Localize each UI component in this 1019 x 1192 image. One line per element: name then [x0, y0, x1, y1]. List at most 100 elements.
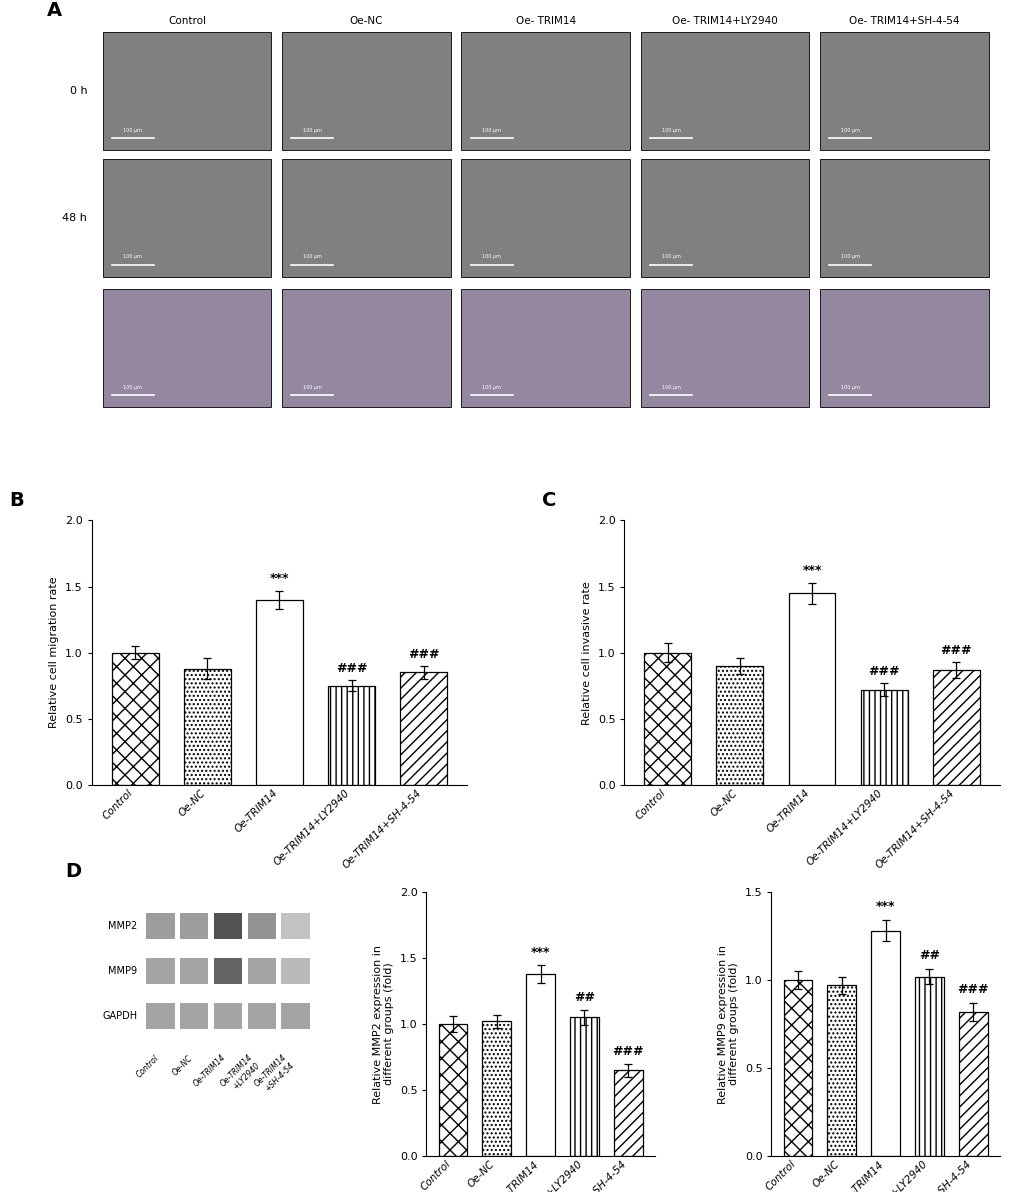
Text: ***: ***: [802, 564, 821, 577]
Bar: [183, 669, 230, 784]
Bar: [328, 685, 375, 784]
Text: 0 h: 0 h: [69, 86, 88, 97]
Bar: [860, 690, 907, 784]
Text: 100 μm: 100 μm: [303, 128, 321, 132]
Text: ##: ##: [574, 992, 594, 1004]
Text: ###: ###: [940, 644, 971, 657]
Y-axis label: Relative cell migration rate: Relative cell migration rate: [49, 577, 59, 728]
Text: 100 μm: 100 μm: [123, 254, 142, 259]
Bar: [146, 913, 174, 939]
Bar: [103, 32, 271, 150]
Text: 100 μm: 100 μm: [661, 128, 680, 132]
Bar: [932, 670, 979, 784]
Bar: [179, 913, 208, 939]
Y-axis label: Relative cell invasive rate: Relative cell invasive rate: [582, 581, 592, 725]
Bar: [461, 290, 630, 408]
Bar: [214, 913, 242, 939]
Bar: [111, 653, 158, 784]
Text: 100 μm: 100 μm: [123, 128, 142, 132]
Bar: [438, 1024, 467, 1156]
Bar: [214, 1002, 242, 1030]
Bar: [103, 159, 271, 277]
Bar: [914, 976, 943, 1156]
Text: Oe- TRIM14: Oe- TRIM14: [516, 17, 575, 26]
Bar: [248, 1002, 275, 1030]
Text: Oe- TRIM14+LY2940: Oe- TRIM14+LY2940: [672, 17, 777, 26]
Text: MMP2: MMP2: [108, 921, 138, 931]
Text: 100 μm: 100 μm: [482, 254, 500, 259]
Text: Oe-TRIM14: Oe-TRIM14: [192, 1054, 227, 1088]
Text: D: D: [65, 862, 82, 881]
Bar: [461, 32, 630, 150]
Bar: [282, 159, 450, 277]
Bar: [788, 594, 835, 784]
Text: 100 μm: 100 μm: [840, 128, 859, 132]
Text: 100 μm: 100 μm: [303, 254, 321, 259]
Text: 48 h: 48 h: [62, 212, 88, 223]
Bar: [179, 1002, 208, 1030]
Bar: [783, 980, 811, 1156]
Text: 100 μm: 100 μm: [661, 385, 680, 390]
Y-axis label: Relative MMP9 expression in
different groups (fold): Relative MMP9 expression in different gr…: [717, 944, 739, 1104]
Bar: [640, 32, 808, 150]
Bar: [146, 1002, 174, 1030]
Bar: [570, 1018, 598, 1156]
Text: Oe- TRIM14+SH-4-54: Oe- TRIM14+SH-4-54: [849, 17, 959, 26]
Bar: [248, 913, 275, 939]
Bar: [256, 600, 303, 784]
Bar: [248, 958, 275, 985]
Bar: [482, 1022, 511, 1156]
Bar: [819, 290, 987, 408]
Bar: [281, 913, 310, 939]
Text: 100 μm: 100 μm: [123, 385, 142, 390]
Text: Oe-NC: Oe-NC: [350, 17, 383, 26]
Text: ***: ***: [875, 900, 895, 913]
Bar: [640, 159, 808, 277]
Text: 100 μm: 100 μm: [661, 254, 680, 259]
Text: ###: ###: [867, 665, 899, 678]
Bar: [146, 958, 174, 985]
Text: ***: ***: [530, 946, 549, 960]
Bar: [282, 32, 450, 150]
Text: ***: ***: [269, 572, 288, 585]
Bar: [819, 32, 987, 150]
Text: Oe-NC: Oe-NC: [170, 1054, 194, 1076]
Bar: [281, 1002, 310, 1030]
Bar: [613, 1070, 642, 1156]
Text: Control: Control: [168, 17, 206, 26]
Bar: [715, 666, 762, 784]
Bar: [399, 672, 446, 784]
Bar: [644, 653, 691, 784]
Text: GAPDH: GAPDH: [102, 1011, 138, 1022]
Text: 100 μm: 100 μm: [482, 128, 500, 132]
Text: 100 μm: 100 μm: [840, 385, 859, 390]
Bar: [826, 986, 855, 1156]
Text: Oe-TRIM14
+SH-4-54: Oe-TRIM14 +SH-4-54: [252, 1054, 296, 1097]
Text: 100 μm: 100 μm: [482, 385, 500, 390]
Bar: [103, 290, 271, 408]
Text: ###: ###: [335, 662, 367, 675]
Text: ##: ##: [918, 949, 938, 962]
Bar: [281, 958, 310, 985]
Bar: [526, 974, 554, 1156]
Bar: [958, 1012, 986, 1156]
Text: 100 μm: 100 μm: [840, 254, 859, 259]
Text: ###: ###: [408, 647, 439, 660]
Text: C: C: [541, 491, 555, 510]
Bar: [819, 159, 987, 277]
Bar: [214, 958, 242, 985]
Bar: [461, 159, 630, 277]
Text: A: A: [46, 1, 61, 20]
Y-axis label: Relative MMP2 expression in
different groups (fold): Relative MMP2 expression in different gr…: [372, 944, 393, 1104]
Text: Control: Control: [135, 1054, 160, 1079]
Text: 100 μm: 100 μm: [303, 385, 321, 390]
Bar: [179, 958, 208, 985]
Bar: [870, 931, 899, 1156]
Text: Oe-TRIM14
+LY2940: Oe-TRIM14 +LY2940: [218, 1054, 262, 1097]
Text: ###: ###: [612, 1045, 643, 1058]
Text: ###: ###: [957, 983, 988, 995]
Bar: [282, 290, 450, 408]
Text: B: B: [9, 491, 24, 510]
Text: MMP9: MMP9: [108, 967, 138, 976]
Bar: [640, 290, 808, 408]
